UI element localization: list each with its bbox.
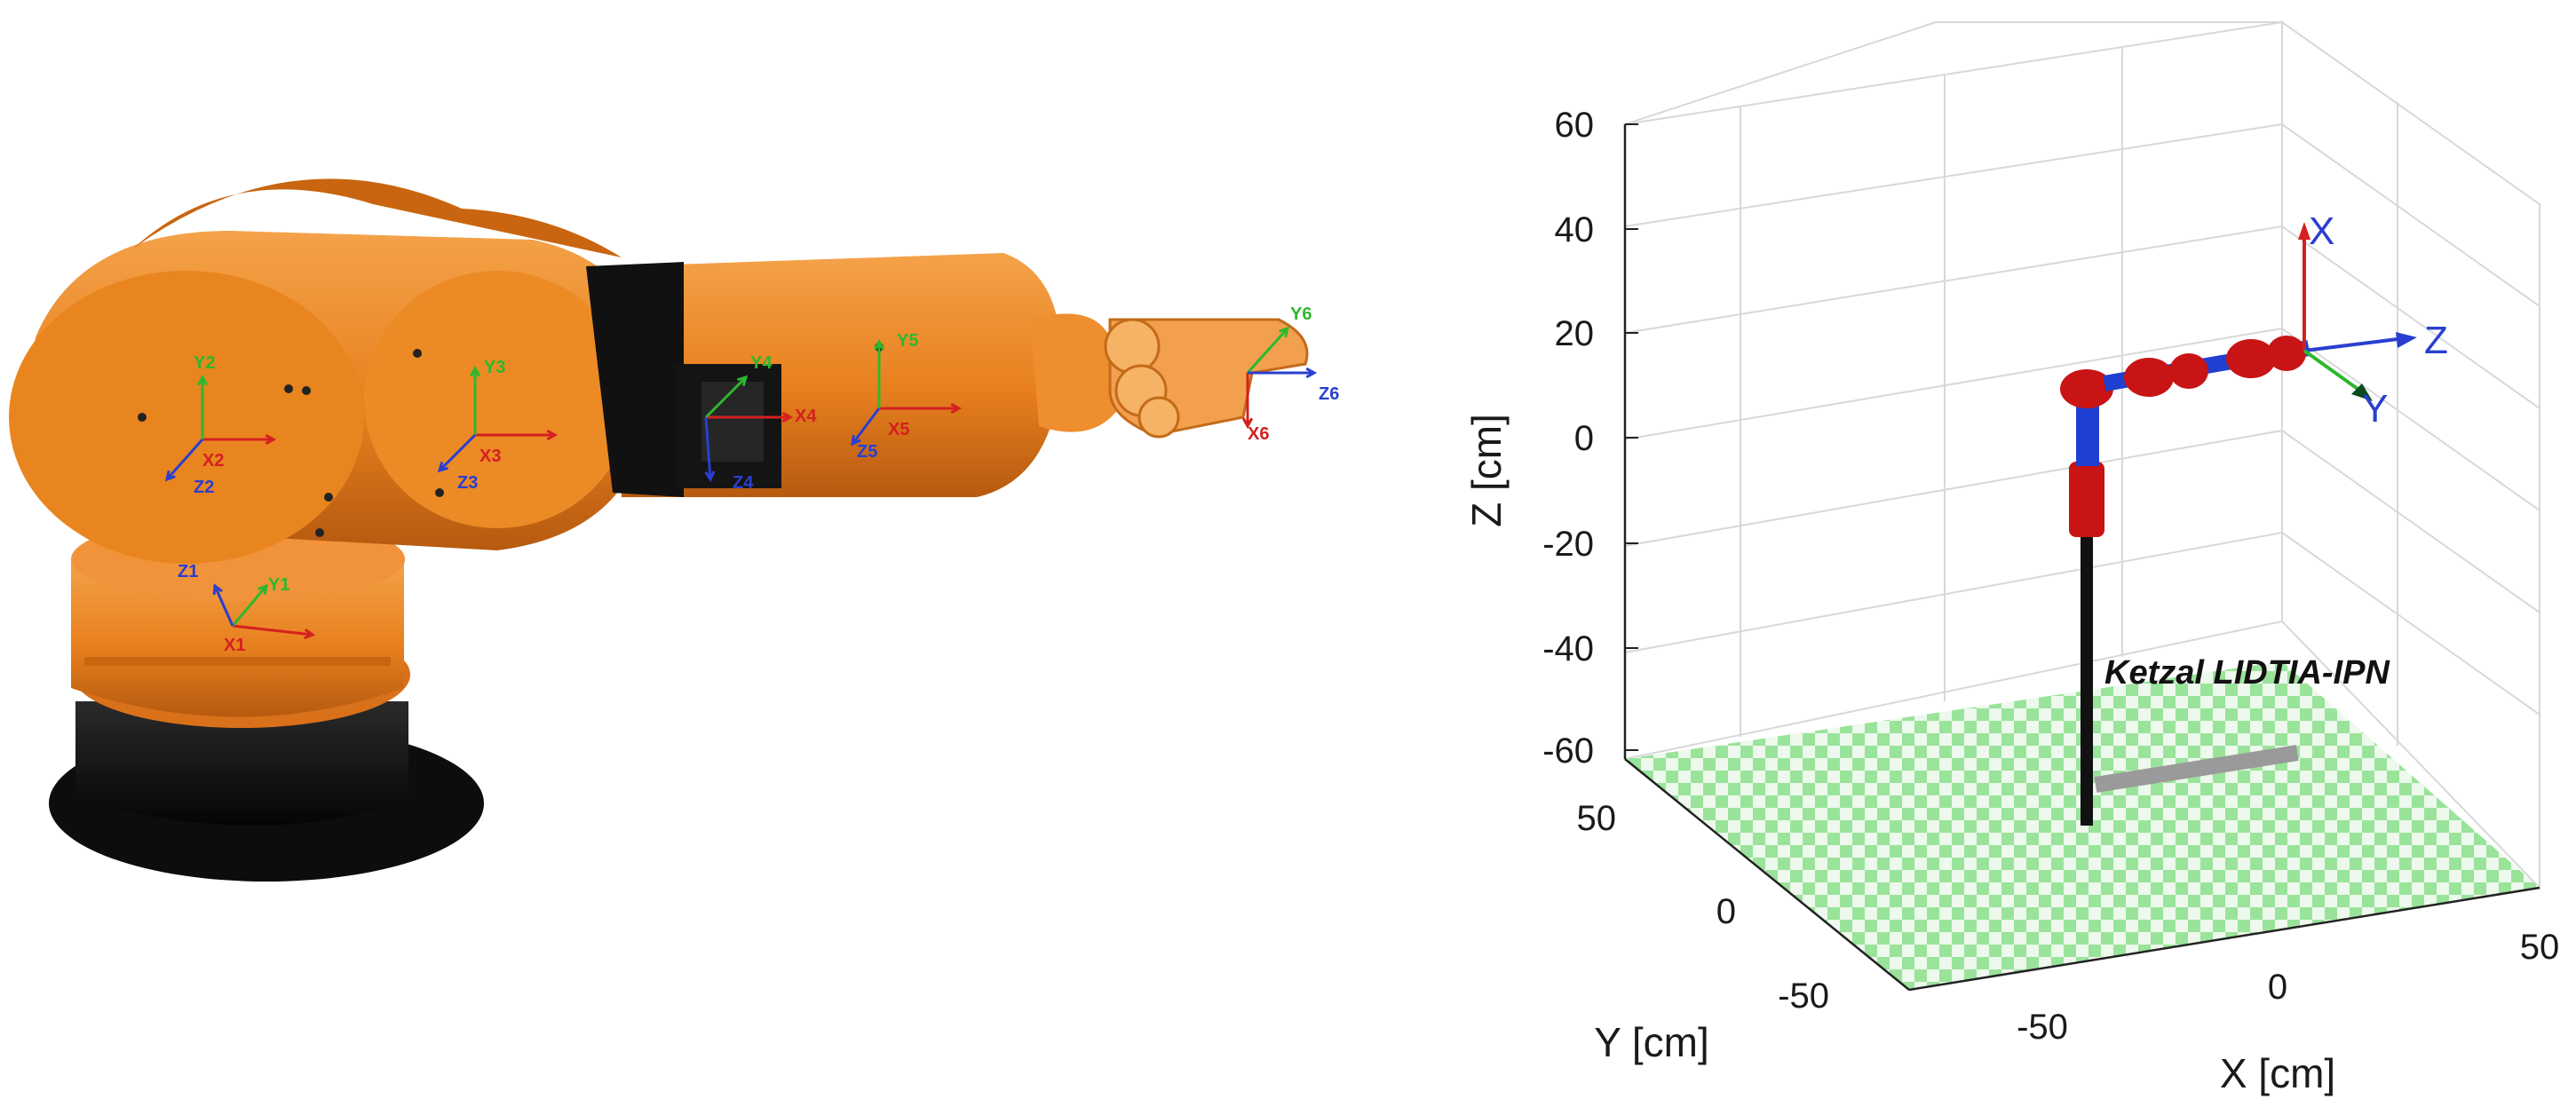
frame5-y-label: Y5 xyxy=(897,331,918,351)
frame5-z-arrow-head xyxy=(851,434,861,447)
x-tick-label: 50 xyxy=(2520,928,2560,967)
plot-axes xyxy=(1623,124,2540,992)
ee-x-label: X xyxy=(2309,210,2334,253)
frame4-y-label: Y4 xyxy=(750,353,773,373)
robot-name-label: Ketzal LIDTIA-IPN xyxy=(2104,654,2390,692)
robot-pedestal xyxy=(2094,745,2299,793)
frame4-x-label: X4 xyxy=(795,407,817,426)
joint-4 xyxy=(2169,353,2208,389)
grid-back-wall xyxy=(1624,20,2540,890)
frame6-x-label: X6 xyxy=(1248,424,1269,444)
frame6-z-label: Z6 xyxy=(1319,384,1339,404)
frame6-y-arrow-head xyxy=(1279,326,1290,338)
frame3-y-label: Y3 xyxy=(484,358,505,377)
x-axis-label: X [cm] xyxy=(2220,1050,2335,1096)
frame3-x-label: X3 xyxy=(480,447,501,466)
frame3-y-arrow-head xyxy=(469,365,481,377)
y-tick-label: -50 xyxy=(1778,977,1829,1016)
joint-3 xyxy=(2124,358,2174,397)
z-axis-ticks: 60 40 20 0 -20 -40 -60 xyxy=(1542,106,1638,771)
z-tick-label: 0 xyxy=(1574,419,1594,458)
x-axis-ticks: -50 0 50 xyxy=(2017,928,2559,1047)
frame1-z-arrow-head xyxy=(212,583,223,596)
frame1-z-arrow xyxy=(213,585,234,627)
frame2-x-label: X2 xyxy=(202,451,224,471)
z-tick-label: -20 xyxy=(1542,525,1594,564)
frame6-y-arrow xyxy=(1246,327,1289,375)
frame5-z-label: Z5 xyxy=(857,442,877,462)
robot-base-column xyxy=(75,701,408,826)
joint-2 xyxy=(2060,369,2113,408)
frame1-x-arrow-head xyxy=(304,629,316,640)
frame5-x-label: X5 xyxy=(888,420,909,439)
frame5-y-arrow-head xyxy=(873,338,885,351)
ee-y-label: Y xyxy=(2362,387,2388,431)
frame6-z-arrow-head xyxy=(1305,367,1318,379)
frame4-y-arrow-head xyxy=(736,375,749,387)
z-tick-label: 40 xyxy=(1555,210,1595,249)
robot-turret xyxy=(71,559,404,717)
frame4-y-arrow xyxy=(704,376,748,419)
joint-6 xyxy=(2267,336,2306,371)
y-tick-label: 0 xyxy=(1716,892,1736,931)
z-tick-label: 60 xyxy=(1555,106,1595,145)
frame3-z-arrow-head xyxy=(437,461,449,473)
frame6-y-label: Y6 xyxy=(1290,304,1312,324)
frame2-y-arrow-head xyxy=(196,374,209,386)
robot-wrist xyxy=(1030,313,1119,432)
frame4-z-arrow-head xyxy=(704,471,716,483)
y-axis-ticks: 50 0 -50 xyxy=(1577,799,1830,1016)
frame5-x-arrow-head xyxy=(950,402,963,415)
z-tick-label: 20 xyxy=(1555,314,1595,353)
frame3-x-arrow-head xyxy=(546,429,559,441)
frame6-x-arrow-head xyxy=(1241,417,1254,430)
coordinate-frames: X1 Y1 Z1 X2 Y2 Z2 X3 Y3 Z3 X4 Y4 Z4 X5 Y5 Z5 X6 Y6 Z6 xyxy=(164,304,1339,655)
frame5-z-arrow xyxy=(851,407,881,445)
z-axis-label: Z [cm] xyxy=(1463,414,1510,527)
robot-model xyxy=(2060,336,2310,826)
frame1-y-arrow xyxy=(231,585,268,627)
link-1 xyxy=(2069,462,2104,537)
joint-5 xyxy=(2226,339,2276,378)
ee-y-arrow xyxy=(2303,349,2359,391)
frame4-z-arrow xyxy=(704,416,712,480)
z-tick-label: -40 xyxy=(1542,629,1594,668)
frame2-z-label: Z2 xyxy=(194,478,214,497)
frame2-z-arrow xyxy=(165,439,204,480)
frame2-y-label: Y2 xyxy=(194,353,215,373)
frame2-x-arrow-head xyxy=(265,433,277,446)
x-tick-label: -50 xyxy=(2017,1008,2068,1047)
ee-z-arrow xyxy=(2303,337,2398,352)
frame1-y-label: Y1 xyxy=(268,575,289,595)
plot-3d: 60 40 20 0 -20 -40 -60 50 0 -50 -50 0 50 Z [cm] Y … xyxy=(1463,20,2559,1096)
frame1-x-arrow xyxy=(232,624,313,637)
link-1-joint xyxy=(2076,404,2099,466)
frame1-y-arrow-head xyxy=(258,583,269,596)
y-axis-label: Y [cm] xyxy=(1594,1019,1709,1065)
frame1-x-label: X1 xyxy=(224,636,245,655)
robot-illustration xyxy=(9,178,1309,882)
frame4-z-label: Z4 xyxy=(733,473,754,493)
z-tick-label: -60 xyxy=(1542,731,1594,771)
y-tick-label: 50 xyxy=(1577,799,1617,838)
frame3-z-label: Z3 xyxy=(457,473,478,493)
frame4-x-arrow-head xyxy=(781,411,794,423)
frame3-z-arrow xyxy=(438,433,477,472)
robot-pillar xyxy=(2081,533,2093,826)
x-tick-label: 0 xyxy=(2268,968,2287,1007)
end-effector-frame: X Z Y xyxy=(2298,210,2448,431)
ee-z-label: Z xyxy=(2424,319,2448,362)
frame2-z-arrow-head xyxy=(164,470,176,482)
frame1-z-label: Z1 xyxy=(178,562,198,581)
